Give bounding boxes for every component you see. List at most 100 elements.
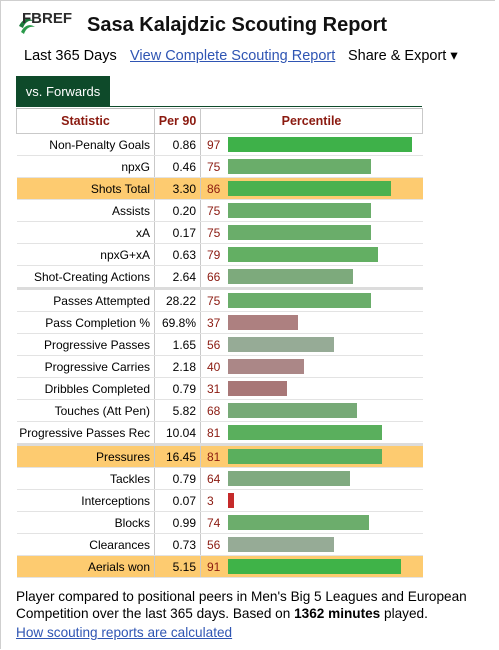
- per90-value: 1.65: [154, 333, 201, 356]
- stat-name: Passes Attempted: [16, 287, 155, 312]
- percentile-value: 81: [207, 450, 221, 464]
- stat-name: Assists: [16, 199, 155, 222]
- percentile-value: 75: [207, 226, 221, 240]
- per90-value: 0.46: [154, 155, 201, 178]
- header-percentile: Percentile: [200, 108, 423, 134]
- percentile-bar: [228, 493, 234, 508]
- scouting-table: Statistic Per 90 Percentile Non-Penalty …: [16, 108, 423, 578]
- how-calculated-link[interactable]: How scouting reports are calculated: [16, 625, 233, 640]
- per90-value: 28.22: [154, 287, 201, 312]
- percentile-bar: [228, 403, 357, 418]
- stat-name: npxG+xA: [16, 243, 155, 266]
- table-row: Aerials won 5.15 91: [16, 555, 423, 578]
- per90-value: 0.79: [154, 377, 201, 400]
- percentile-bar: [228, 471, 350, 486]
- per90-value: 2.64: [154, 265, 201, 289]
- stat-name: Touches (Att Pen): [16, 399, 155, 422]
- percentile-cell: 79: [200, 243, 423, 266]
- stat-name: Clearances: [16, 533, 155, 556]
- percentile-cell: 31: [200, 377, 423, 400]
- percentile-cell: 66: [200, 265, 423, 289]
- percentile-cell: 68: [200, 399, 423, 422]
- tab-vs-forwards[interactable]: vs. Forwards: [16, 76, 110, 107]
- table-row: Assists 0.20 75: [16, 199, 423, 222]
- table-row: Non-Penalty Goals 0.86 97: [16, 133, 423, 156]
- percentile-bar: [228, 449, 382, 464]
- page-title: Sasa Kalajdzic Scouting Report: [87, 14, 388, 36]
- percentile-value: 64: [207, 472, 221, 486]
- percentile-bar: [228, 515, 369, 530]
- percentile-bar: [228, 293, 371, 308]
- percentile-bar: [228, 203, 371, 218]
- tab-underline: [16, 106, 422, 107]
- complete-report-link[interactable]: View Complete Scouting Report: [130, 48, 336, 64]
- per90-value: 5.15: [154, 555, 201, 578]
- percentile-bar: [228, 225, 371, 240]
- per90-value: 0.99: [154, 511, 201, 534]
- percentile-bar: [228, 181, 391, 196]
- percentile-value: 56: [207, 338, 221, 352]
- percentile-bar: [228, 559, 401, 574]
- per90-value: 5.82: [154, 399, 201, 422]
- percentile-value: 86: [207, 182, 221, 196]
- percentile-value: 3: [207, 494, 214, 508]
- stat-name: Non-Penalty Goals: [16, 133, 155, 156]
- percentile-value: 81: [207, 426, 221, 440]
- header-statistic: Statistic: [16, 108, 155, 134]
- per90-value: 0.17: [154, 221, 201, 244]
- percentile-bar: [228, 337, 334, 352]
- table-row: xA 0.17 75: [16, 221, 423, 244]
- table-row: Shot-Creating Actions 2.64 66: [16, 265, 423, 289]
- stat-name: Tackles: [16, 467, 155, 490]
- percentile-cell: 56: [200, 333, 423, 356]
- stat-name: Progressive Carries: [16, 355, 155, 378]
- table-row: Dribbles Completed 0.79 31: [16, 377, 423, 400]
- percentile-bar: [228, 359, 304, 374]
- percentile-cell: 3: [200, 489, 423, 512]
- percentile-value: 56: [207, 538, 221, 552]
- percentile-cell: 75: [200, 221, 423, 244]
- percentile-value: 79: [207, 248, 221, 262]
- percentile-value: 31: [207, 382, 221, 396]
- percentile-bar: [228, 269, 353, 284]
- table-row: Blocks 0.99 74: [16, 511, 423, 534]
- percentile-cell: 74: [200, 511, 423, 534]
- percentile-bar: [228, 381, 287, 396]
- per90-value: 0.73: [154, 533, 201, 556]
- stat-name: Aerials won: [16, 555, 155, 578]
- percentile-bar: [228, 425, 382, 440]
- share-export-menu[interactable]: Share & Export ▾: [348, 48, 458, 64]
- stat-name: Pass Completion %: [16, 311, 155, 334]
- percentile-value: 68: [207, 404, 221, 418]
- percentile-bar: [228, 315, 298, 330]
- stat-name: Pressures: [16, 443, 155, 468]
- percentile-cell: 64: [200, 467, 423, 490]
- stat-name: Shot-Creating Actions: [16, 265, 155, 289]
- stat-name: npxG: [16, 155, 155, 178]
- percentile-value: 75: [207, 294, 221, 308]
- percentile-bar: [228, 537, 334, 552]
- percentile-cell: 56: [200, 533, 423, 556]
- logo-text: FBREF: [22, 10, 72, 27]
- stat-name: Interceptions: [16, 489, 155, 512]
- per90-value: 16.45: [154, 443, 201, 468]
- percentile-cell: 75: [200, 155, 423, 178]
- percentile-cell: 75: [200, 287, 423, 312]
- description-end: played.: [380, 606, 428, 621]
- stat-name: xA: [16, 221, 155, 244]
- percentile-cell: 91: [200, 555, 423, 578]
- stat-name: Dribbles Completed: [16, 377, 155, 400]
- percentile-value: 74: [207, 516, 221, 530]
- stat-name: Blocks: [16, 511, 155, 534]
- per90-value: 2.18: [154, 355, 201, 378]
- table-row: Tackles 0.79 64: [16, 467, 423, 490]
- per90-value: 0.79: [154, 467, 201, 490]
- description-text: Player compared to positional peers in M…: [16, 589, 467, 621]
- report-description: Player compared to positional peers in M…: [16, 588, 486, 622]
- percentile-cell: 37: [200, 311, 423, 334]
- table-row: Progressive Passes Rec 10.04 81: [16, 421, 423, 445]
- percentile-cell: 81: [200, 443, 423, 468]
- per90-value: 0.07: [154, 489, 201, 512]
- table-row: Pressures 16.45 81: [16, 443, 423, 468]
